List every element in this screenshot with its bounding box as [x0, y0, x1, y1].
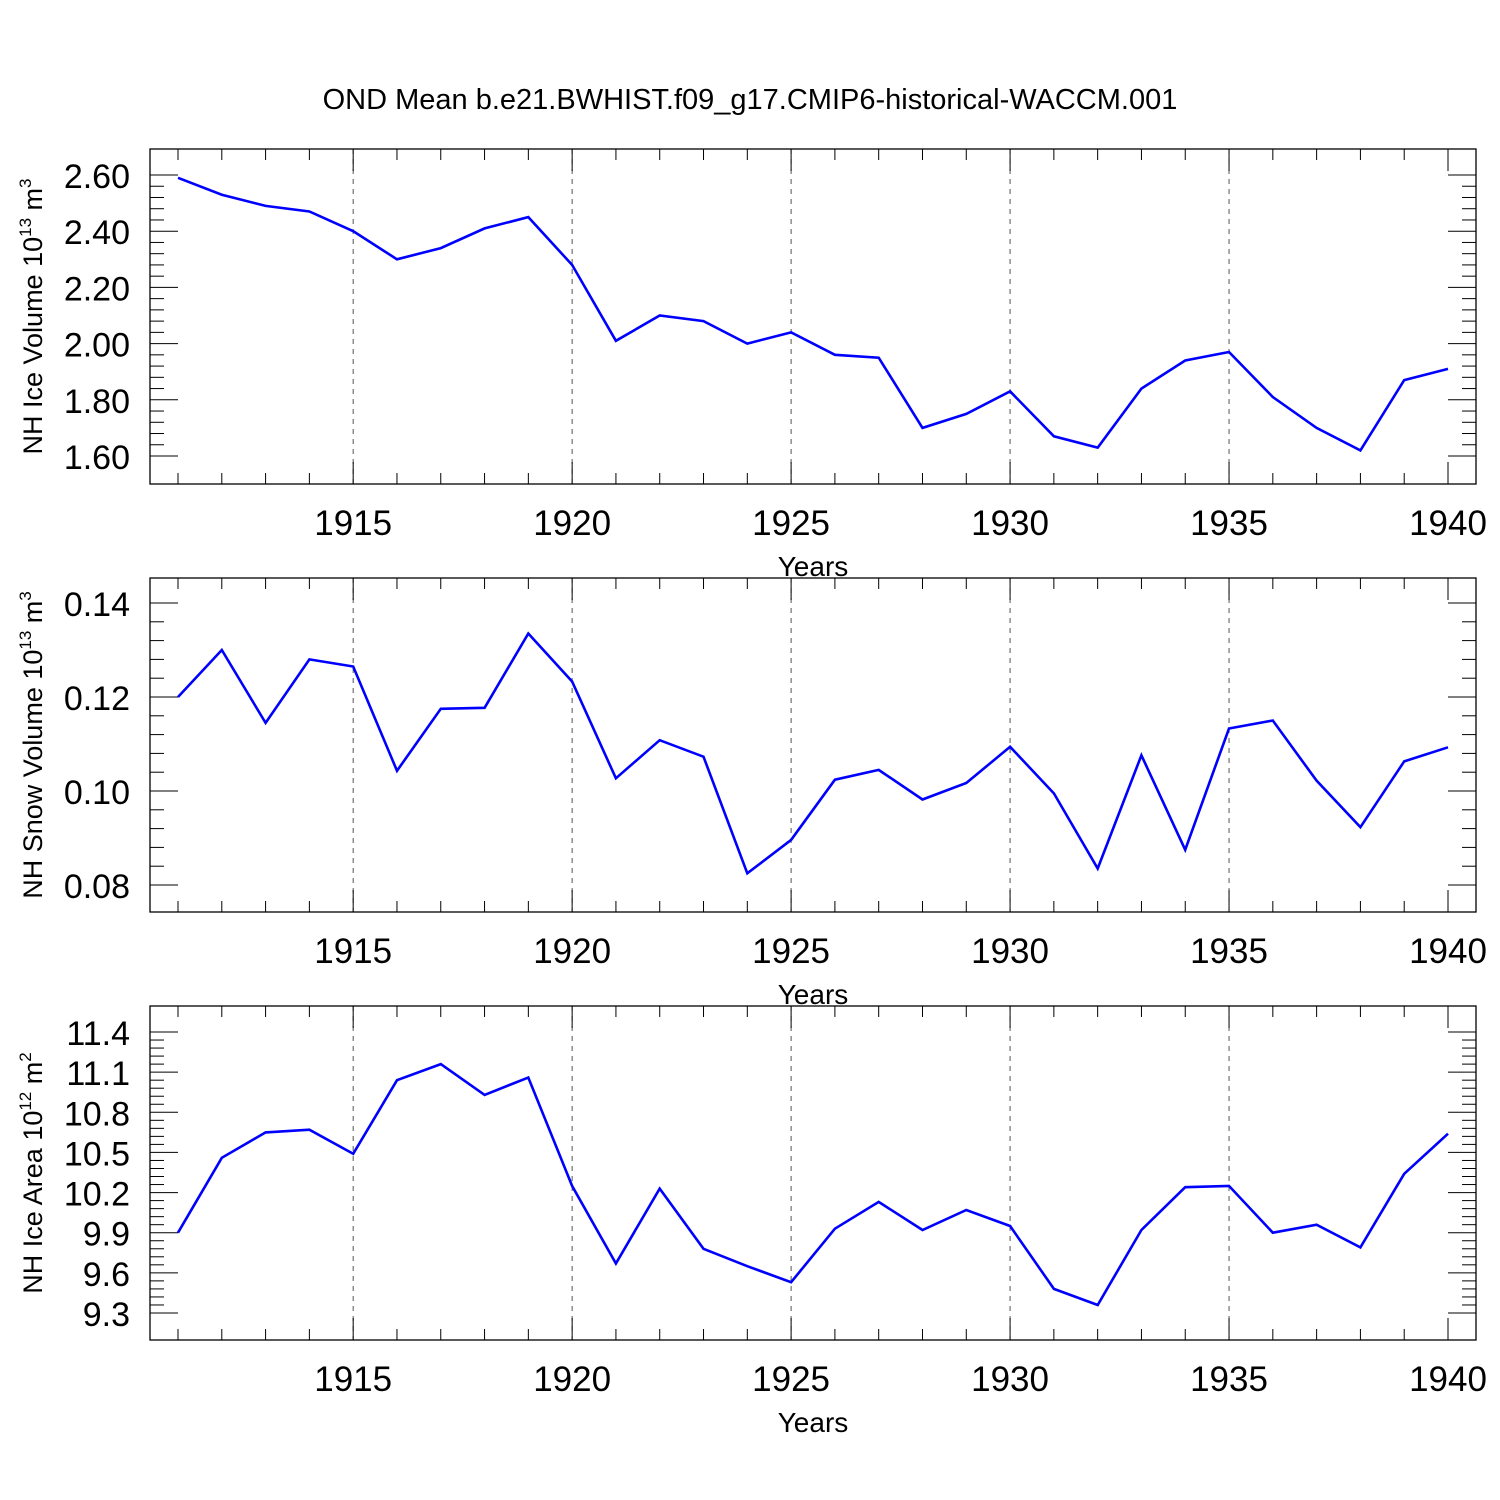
y-axis-label-part: m [18, 601, 48, 631]
y-tick-label: 10.8 [64, 1095, 130, 1133]
x-tick-label: 1925 [752, 1360, 830, 1399]
y-tick-label: 2.20 [64, 270, 130, 308]
y-tick-label: 10.2 [64, 1176, 130, 1214]
chart-title: OND Mean b.e21.BWHIST.f09_g17.CMIP6-hist… [322, 84, 1178, 116]
x-tick-label: 1940 [1409, 1360, 1487, 1399]
plot-frame [149, 1005, 1477, 1341]
x-axis-label: Years [778, 1407, 849, 1438]
y-axis-label-part: NH Snow Volume 10 [18, 650, 48, 899]
x-tick-label: 1940 [1409, 932, 1487, 971]
x-tick-label: 1920 [533, 932, 611, 971]
y-axis-label-part: NH Ice Area 10 [18, 1111, 48, 1294]
plot-frame [149, 148, 1477, 485]
y-axis-label-part: NH Ice Volume 10 [18, 237, 48, 455]
x-axis-label: Years [778, 551, 849, 582]
x-tick-label: 1930 [971, 932, 1049, 971]
x-tick-label: 1930 [971, 504, 1049, 543]
y-tick-label: 0.08 [64, 868, 130, 906]
panel-2: 0.08 0.10 0.12 0.14 1915 1920 1925 1930 1935 1940… [16, 577, 1487, 1010]
x-tick-label: 1925 [752, 932, 830, 971]
y-tick-label: 0.14 [64, 586, 130, 624]
x-tick-label: 1935 [1190, 504, 1268, 543]
x-tick-label: 1940 [1409, 504, 1487, 543]
y-tick-label: 11.1 [66, 1055, 130, 1093]
y-tick-label: 2.40 [64, 214, 130, 252]
x-tick-label: 1915 [314, 932, 392, 971]
y-axis-label-part: m [18, 188, 48, 218]
y-tick-label: 9.6 [83, 1256, 130, 1294]
y-axis-label: NH Ice Volume 1013 m3 [16, 179, 48, 455]
y-tick-label: 1.80 [64, 383, 130, 421]
y-axis-label-part: m [18, 1062, 48, 1092]
series-line [177, 176, 1449, 453]
y-tick-label: 9.3 [83, 1296, 130, 1334]
x-tick-label: 1930 [971, 1360, 1049, 1399]
y-tick-label: 1.60 [64, 439, 130, 477]
y-axis-label: NH Ice Area 1012 m2 [16, 1052, 48, 1293]
y-axis-label-part: 13 [16, 631, 35, 650]
x-tick-label: 1915 [314, 1360, 392, 1399]
y-tick-label: 0.12 [64, 680, 130, 718]
x-tick-label: 1920 [533, 1360, 611, 1399]
y-axis-label-part: 3 [16, 591, 35, 600]
plot-frame [149, 577, 1477, 913]
x-axis-label: Years [778, 979, 849, 1010]
x-tick-label: 1935 [1190, 932, 1268, 971]
y-axis-label-part: 2 [16, 1052, 35, 1061]
x-tick-label: 1935 [1190, 1360, 1268, 1399]
x-tick-label: 1920 [533, 504, 611, 543]
panel-3: 9.39.69.910.210.510.811.111.4 1915 1920 192… [16, 1005, 1487, 1438]
y-axis-label-part: 13 [16, 218, 35, 237]
y-axis-label: NH Snow Volume 1013 m3 [16, 591, 48, 899]
y-tick-label: 9.9 [83, 1216, 130, 1254]
series-line [176, 1062, 1449, 1307]
y-tick-label: 2.60 [64, 158, 130, 196]
y-tick-label: 10.5 [64, 1135, 130, 1173]
y-tick-label: 0.10 [64, 774, 130, 812]
y-tick-label: 2.00 [64, 327, 130, 365]
y-axis-label-part: 12 [16, 1092, 35, 1111]
x-tick-label: 1925 [752, 504, 830, 543]
y-tick-label: 11.4 [66, 1015, 130, 1053]
y-axis-label-part: 3 [16, 179, 35, 188]
series-line [177, 631, 1449, 876]
x-tick-label: 1915 [314, 504, 392, 543]
panel-1: 1.60 1.80 2.00 2.20 2.40 2.60 1915 1920 1925 1930… [16, 148, 1487, 582]
